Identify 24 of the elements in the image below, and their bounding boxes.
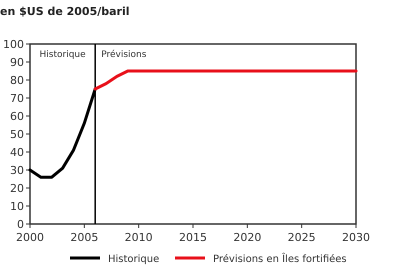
x-tick-label: 2025 (288, 231, 316, 244)
annotation: Prévisions (101, 49, 147, 60)
line-series (94, 70, 358, 90)
y-tick-label: 60 (10, 110, 24, 123)
y-tick-label: 20 (10, 182, 24, 195)
x-tick-label: 2010 (124, 231, 153, 244)
y-tick-label: 100 (3, 38, 24, 51)
legend-label: Prévisions en Îles fortifiées (213, 252, 347, 265)
y-tick-label: 80 (10, 74, 24, 87)
y-axis-title: en $US de 2005/baril (0, 5, 130, 18)
annotation: Historique (40, 50, 86, 60)
x-tick-label: 2030 (342, 231, 370, 244)
x-tick-label: 2005 (70, 231, 98, 244)
x-tick-label: 2020 (233, 231, 262, 244)
y-tick-label: 50 (10, 128, 24, 141)
x-tick-label: 2015 (179, 231, 207, 244)
y-tick-label: 10 (10, 200, 24, 213)
y-tick-label: 30 (10, 164, 24, 177)
x-tick-label: 2000 (16, 231, 44, 244)
y-tick-label: 40 (10, 146, 24, 159)
y-tick-label: 90 (10, 56, 24, 69)
legend-label: Historique (108, 254, 160, 265)
y-tick-label: 0 (17, 218, 24, 231)
y-tick-label: 70 (10, 92, 24, 105)
